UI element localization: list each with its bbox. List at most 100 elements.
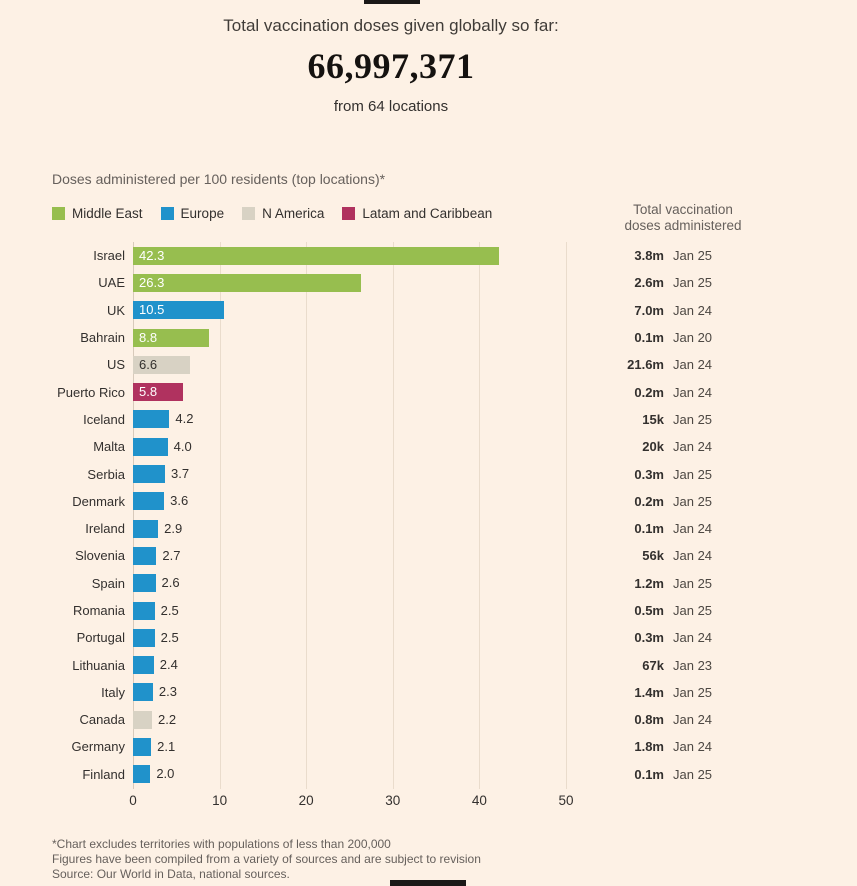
- country-label: Portugal: [76, 630, 125, 646]
- footnotes: *Chart excludes territories with populat…: [52, 837, 481, 882]
- gridline: [479, 242, 481, 789]
- footnote-revision: Figures have been compiled from a variet…: [52, 852, 481, 866]
- as-of-date: Jan 25: [673, 493, 713, 509]
- total-doses-value: 0.1m: [634, 330, 664, 346]
- x-axis-tick-label: 0: [129, 793, 137, 808]
- bar-value-label: 26.3: [139, 274, 165, 290]
- chart-row: Spain 2.6 1.2m Jan 25: [0, 570, 857, 597]
- chart-rows: Israel 42.3 3.8m Jan 25 UAE 26.3 2.6m Jan 25 UK 1…: [0, 242, 857, 788]
- legend-label: Europe: [180, 206, 225, 221]
- total-doses-value: 1.8m: [634, 739, 664, 755]
- chart-legend: Middle East Europe N America Latam and Cari…: [52, 206, 492, 221]
- bar-track: 4.2: [133, 410, 566, 429]
- total-doses-value: 21.6m: [627, 357, 664, 373]
- as-of-date: Jan 24: [673, 521, 713, 537]
- as-of-date: Jan 25: [673, 766, 713, 782]
- as-of-date: Jan 24: [673, 439, 713, 455]
- bar: [133, 683, 153, 702]
- chart-title: Doses administered per 100 residents (to…: [52, 171, 386, 187]
- bar-track: 3.6: [133, 492, 566, 511]
- as-of-date: Jan 24: [673, 548, 713, 564]
- chart-row: Finland 2.0 0.1m Jan 25: [0, 761, 857, 788]
- country-label: Malta: [93, 439, 125, 455]
- legend-label: Latam and Caribbean: [362, 206, 493, 221]
- bar: [133, 410, 170, 429]
- bar-value-label: 3.6: [170, 493, 189, 509]
- chart-row: Canada 2.2 0.8m Jan 24: [0, 706, 857, 733]
- total-doses-value: 0.3m: [634, 466, 664, 482]
- bar-value-label: 5.8: [139, 384, 158, 400]
- legend-item: Europe: [160, 206, 225, 221]
- bar: [133, 328, 210, 347]
- country-label: US: [106, 357, 125, 373]
- total-doses-value: 0.1m: [634, 521, 664, 537]
- bar-value-label: 2.6: [161, 575, 180, 591]
- bar-value-label: 2.4: [159, 657, 178, 673]
- legend-item: Latam and Caribbean: [342, 206, 492, 221]
- bar-value-label: 3.7: [171, 466, 190, 482]
- x-axis-tick-label: 40: [471, 793, 487, 808]
- bar: [133, 656, 154, 675]
- total-doses-value: 0.2m: [634, 493, 664, 509]
- country-label: Denmark: [72, 493, 125, 509]
- as-of-date: Jan 24: [673, 357, 713, 373]
- legend-label: Middle East: [72, 206, 143, 221]
- country-label: Finland: [82, 766, 125, 782]
- bar-track: 2.4: [133, 656, 566, 675]
- chart-row: Bahrain 8.8 0.1m Jan 20: [0, 324, 857, 351]
- total-doses-value: 0.2m: [634, 384, 664, 400]
- chart-row: Ireland 2.9 0.1m Jan 24: [0, 515, 857, 542]
- country-label: Canada: [79, 712, 125, 728]
- bar-value-label: 2.2: [158, 711, 177, 727]
- bar-value-label: 4.0: [173, 438, 192, 454]
- locations-subtitle: from 64 locations: [333, 98, 449, 115]
- chart-gridlines: [133, 242, 567, 789]
- chart-row: Malta 4.0 20k Jan 24: [0, 433, 857, 460]
- bar-track: 2.3: [133, 683, 566, 702]
- chart-row: Puerto Rico 5.8 0.2m Jan 24: [0, 378, 857, 405]
- bar-track: 8.8: [133, 328, 566, 347]
- legend-swatch: [160, 207, 174, 220]
- total-doses-value: 7.0m: [634, 302, 664, 318]
- total-doses-value: 3.8m: [634, 248, 664, 264]
- gridline: [392, 242, 394, 789]
- as-of-date: Jan 25: [673, 603, 713, 618]
- country-label: Serbia: [87, 466, 125, 482]
- chart-row: Germany 2.1 1.8m Jan 24: [0, 733, 857, 760]
- chart-row: Lithuania 2.4 67k Jan 23: [0, 651, 857, 678]
- total-doses-value: 1.2m: [634, 575, 664, 591]
- total-doses-value: 0.5m: [634, 603, 664, 618]
- as-of-date: Jan 24: [673, 630, 713, 646]
- total-doses-value: 0.8m: [634, 712, 664, 728]
- bar-track: 4.0: [133, 437, 566, 456]
- bar-value-label: 2.7: [162, 547, 181, 563]
- bar-value-label: 42.3: [139, 247, 165, 263]
- country-label: Puerto Rico: [57, 384, 125, 400]
- bar-value-label: 8.8: [139, 329, 158, 345]
- footnote-source: Source: Our World in Data, national sour…: [52, 867, 290, 881]
- x-axis-tick-label: 20: [298, 793, 314, 808]
- chart-row: Serbia 3.7 0.3m Jan 25: [0, 460, 857, 487]
- as-of-date: Jan 24: [673, 712, 713, 728]
- chart-row: Israel 42.3 3.8m Jan 25: [0, 242, 857, 269]
- top-marker: [364, 0, 420, 4]
- x-axis-tick-label: 50: [558, 793, 574, 808]
- country-label: Lithuania: [72, 657, 125, 673]
- chart-row: US 6.6 21.6m Jan 24: [0, 351, 857, 378]
- gridline: [133, 242, 134, 789]
- bar-track: 2.5: [133, 601, 566, 620]
- total-doses-value: 2.6m: [634, 275, 664, 291]
- bar-track: 2.7: [133, 546, 566, 565]
- gridline: [566, 242, 567, 789]
- bar-value-label: 6.6: [139, 356, 158, 372]
- as-of-date: Jan 20: [673, 330, 713, 346]
- header: Total vaccination doses given globally s…: [0, 16, 782, 115]
- country-label: Spain: [91, 575, 125, 591]
- bar-value-label: 2.3: [158, 684, 177, 700]
- bar-track: 10.5: [133, 301, 566, 320]
- as-of-date: Jan 25: [673, 684, 713, 700]
- x-axis: 0 10 20 30 40 50: [129, 793, 573, 809]
- country-label: UAE: [98, 275, 125, 291]
- country-label: Iceland: [83, 411, 125, 427]
